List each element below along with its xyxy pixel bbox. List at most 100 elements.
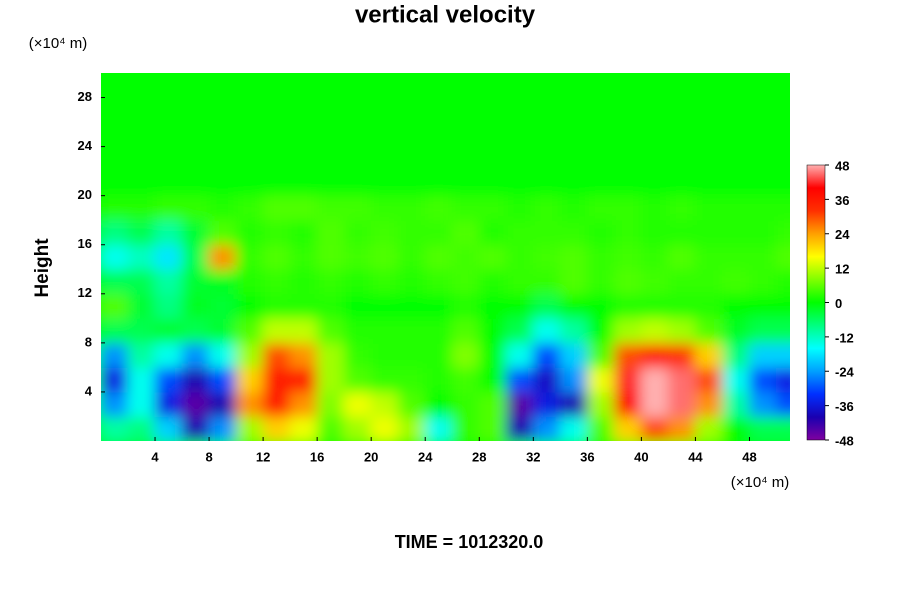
contour-cell	[316, 195, 345, 221]
contour-cell	[586, 415, 615, 441]
contour-cell	[505, 293, 534, 319]
contour-cell	[694, 415, 723, 441]
contour-cell	[775, 170, 790, 197]
contour-cell	[289, 342, 318, 368]
colorbar-tick-label: 24	[835, 227, 850, 242]
contour-cell	[208, 219, 237, 246]
contour-cell	[613, 170, 642, 197]
contour-cell	[208, 342, 237, 368]
contour-cell	[532, 366, 561, 393]
contour-cell	[397, 293, 426, 319]
contour-cell	[289, 317, 318, 344]
contour-cell	[397, 97, 426, 123]
contour-cell	[127, 244, 156, 270]
colorbar-tick-label: 36	[835, 193, 849, 208]
contour-cell	[101, 244, 129, 270]
contour-cell	[424, 293, 453, 319]
contour-cell	[370, 219, 399, 246]
contour-cell	[208, 73, 237, 99]
contour-cell	[667, 317, 696, 344]
contour-cell	[154, 268, 183, 295]
contour-cell	[667, 97, 696, 123]
contour-cell	[127, 170, 156, 197]
contour-cell	[181, 195, 210, 221]
contour-cell	[289, 244, 318, 270]
contour-cell	[289, 391, 318, 417]
contour-cell	[370, 317, 399, 344]
contour-cell	[235, 293, 264, 319]
contour-cell	[748, 146, 777, 172]
contour-cell	[505, 97, 534, 123]
contour-cell	[370, 121, 399, 148]
contour-cell	[127, 415, 156, 441]
contour-cell	[640, 97, 669, 123]
contour-cell	[262, 391, 291, 417]
contour-cell	[127, 121, 156, 148]
contour-cell	[208, 170, 237, 197]
contour-cell	[208, 146, 237, 172]
colorbar-tick-label: -36	[835, 399, 854, 414]
contour-cell	[154, 317, 183, 344]
contour-cell	[127, 342, 156, 368]
contour-cell	[397, 342, 426, 368]
contour-cell	[532, 415, 561, 441]
contour-cell	[154, 366, 183, 393]
x-tick-label: 16	[310, 449, 324, 464]
y-tick-label: 24	[78, 138, 93, 153]
contour-cell	[694, 121, 723, 148]
contour-cell	[505, 195, 534, 221]
contour-cell	[262, 146, 291, 172]
colorbar	[806, 164, 826, 441]
contour-cell	[478, 391, 507, 417]
contour-cell	[559, 317, 588, 344]
contour-cell	[532, 219, 561, 246]
contour-cell	[775, 73, 790, 99]
contour-cell	[235, 97, 264, 123]
contour-cell	[721, 73, 750, 99]
contour-cell	[721, 146, 750, 172]
contour-cell	[397, 244, 426, 270]
contour-cell	[235, 121, 264, 148]
contour-cell	[478, 293, 507, 319]
contour-cell	[343, 146, 372, 172]
contour-cell	[316, 366, 345, 393]
contour-cell	[424, 391, 453, 417]
contour-cell	[478, 73, 507, 99]
contour-cell	[208, 97, 237, 123]
contour-cell	[343, 121, 372, 148]
contour-cell	[316, 415, 345, 441]
contour-cell	[505, 170, 534, 197]
contour-cell	[451, 195, 480, 221]
y-axis-title: Height	[32, 238, 53, 298]
contour-cell	[370, 73, 399, 99]
contour-cell	[424, 415, 453, 441]
contour-cell	[370, 366, 399, 393]
contour-cell	[208, 244, 237, 270]
y-tick-label: 28	[78, 89, 92, 104]
contour-field	[101, 73, 790, 441]
contour-cell	[559, 195, 588, 221]
contour-cell	[208, 268, 237, 295]
contour-cell	[101, 219, 129, 246]
contour-cell	[667, 146, 696, 172]
contour-cell	[262, 73, 291, 99]
contour-cell	[451, 170, 480, 197]
contour-cell	[559, 268, 588, 295]
contour-cell	[343, 317, 372, 344]
contour-cell	[532, 391, 561, 417]
contour-cell	[289, 146, 318, 172]
contour-cell	[101, 121, 129, 148]
contour-cell	[154, 342, 183, 368]
contour-cell	[451, 415, 480, 441]
contour-cell	[127, 146, 156, 172]
contour-cell	[208, 293, 237, 319]
contour-cell	[532, 97, 561, 123]
contour-cell	[451, 317, 480, 344]
contour-cell	[127, 195, 156, 221]
contour-cell	[586, 121, 615, 148]
contour-cell	[613, 219, 642, 246]
contour-cell	[586, 219, 615, 246]
contour-cell	[235, 415, 264, 441]
contour-cell	[154, 73, 183, 99]
